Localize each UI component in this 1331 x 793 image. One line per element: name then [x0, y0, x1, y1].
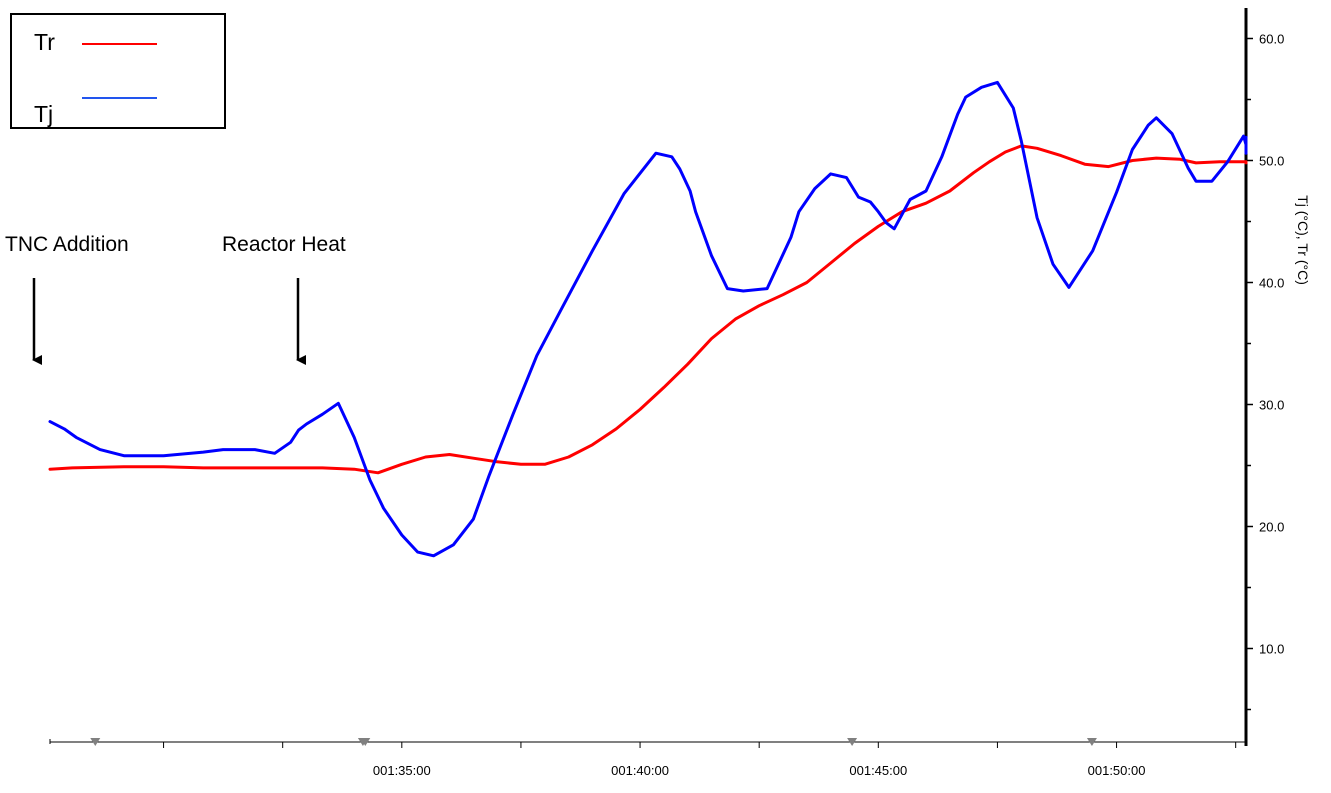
- y-tick-label: 30.0: [1259, 398, 1284, 413]
- x-axis: 001:35:00 001:40:00 001:45:00 001:50:00: [49, 739, 1246, 778]
- legend-swatch-tj: [82, 97, 157, 99]
- y-tick-label: 60.0: [1259, 32, 1284, 47]
- event-marker: [847, 738, 858, 746]
- series-layer: [48, 80, 1248, 558]
- y-axis-label: Tj (°C), Tr (°C): [1295, 195, 1311, 285]
- event-marker: [1086, 738, 1097, 746]
- reactor-heat-annotation: Reactor Heat: [222, 233, 346, 256]
- legend-swatch-tr: [82, 43, 157, 45]
- event-marker: [90, 738, 101, 746]
- legend-label-tr: Tr: [34, 29, 55, 55]
- legend-label-tj: Tj: [34, 101, 54, 127]
- x-tick-label: 001:35:00: [373, 763, 431, 778]
- y-tick-label: 40.0: [1259, 276, 1284, 291]
- y-axis: 10.0 20.0 30.0 40.0 50.0 60.0: [1244, 8, 1284, 746]
- x-tick-label: 001:45:00: [849, 763, 907, 778]
- y-tick-label: 10.0: [1259, 642, 1284, 657]
- x-tick-label: 001:50:00: [1088, 763, 1146, 778]
- event-marker: [360, 738, 371, 746]
- x-tick-label: 001:40:00: [611, 763, 669, 778]
- y-tick-label: 50.0: [1259, 154, 1284, 169]
- series-line-tj: [48, 80, 1248, 558]
- y-tick-label: 20.0: [1259, 520, 1284, 535]
- event-markers: [90, 738, 1097, 746]
- series-line-tr: [48, 144, 1248, 475]
- tnc-addition-annotation: TNC Addition: [5, 233, 129, 256]
- legend: Tr Tj: [10, 13, 226, 129]
